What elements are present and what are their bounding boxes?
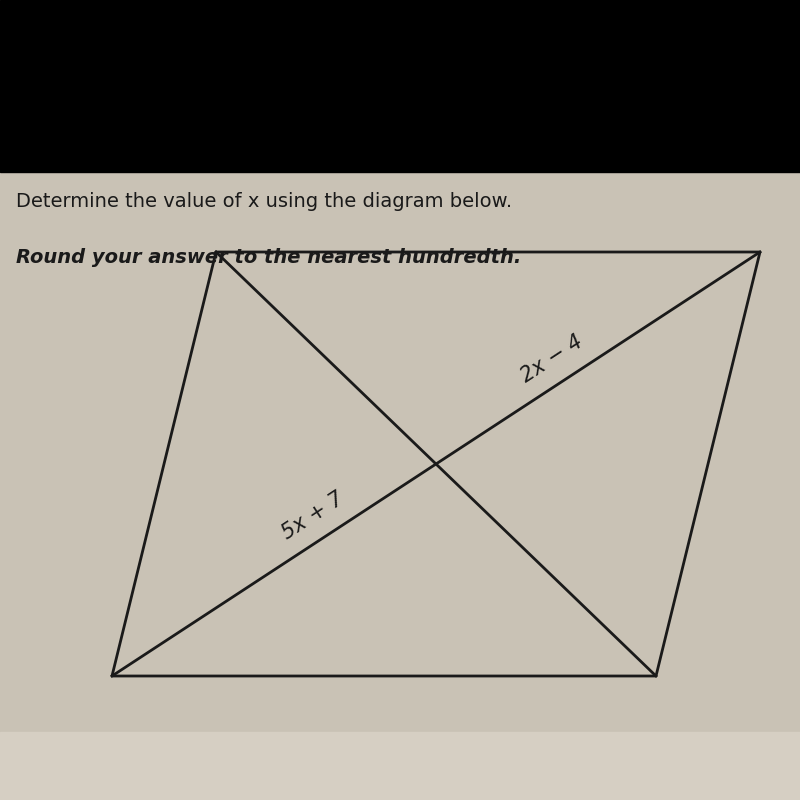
Text: Determine the value of x using the diagram below.: Determine the value of x using the diagr…: [16, 192, 512, 211]
Text: 5x + 7: 5x + 7: [278, 488, 347, 543]
Text: Type your answer: Type your answer: [16, 753, 162, 771]
Text: Round your answer to the nearest hundredth.: Round your answer to the nearest hundred…: [16, 248, 522, 267]
Text: 2x − 4: 2x − 4: [518, 331, 586, 386]
